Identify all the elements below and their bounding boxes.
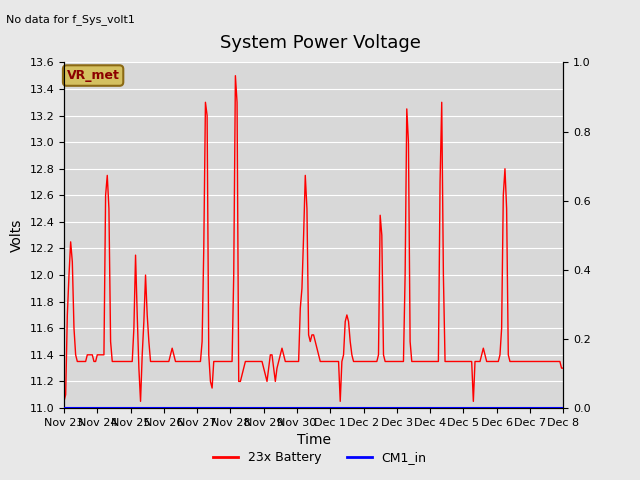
Text: System Power Voltage: System Power Voltage <box>220 34 420 51</box>
Text: VR_met: VR_met <box>67 69 120 82</box>
Y-axis label: Volts: Volts <box>10 218 24 252</box>
Text: No data for f_Sys_volt1: No data for f_Sys_volt1 <box>6 14 135 25</box>
X-axis label: Time: Time <box>296 433 331 447</box>
Legend: 23x Battery, CM1_in: 23x Battery, CM1_in <box>208 446 432 469</box>
